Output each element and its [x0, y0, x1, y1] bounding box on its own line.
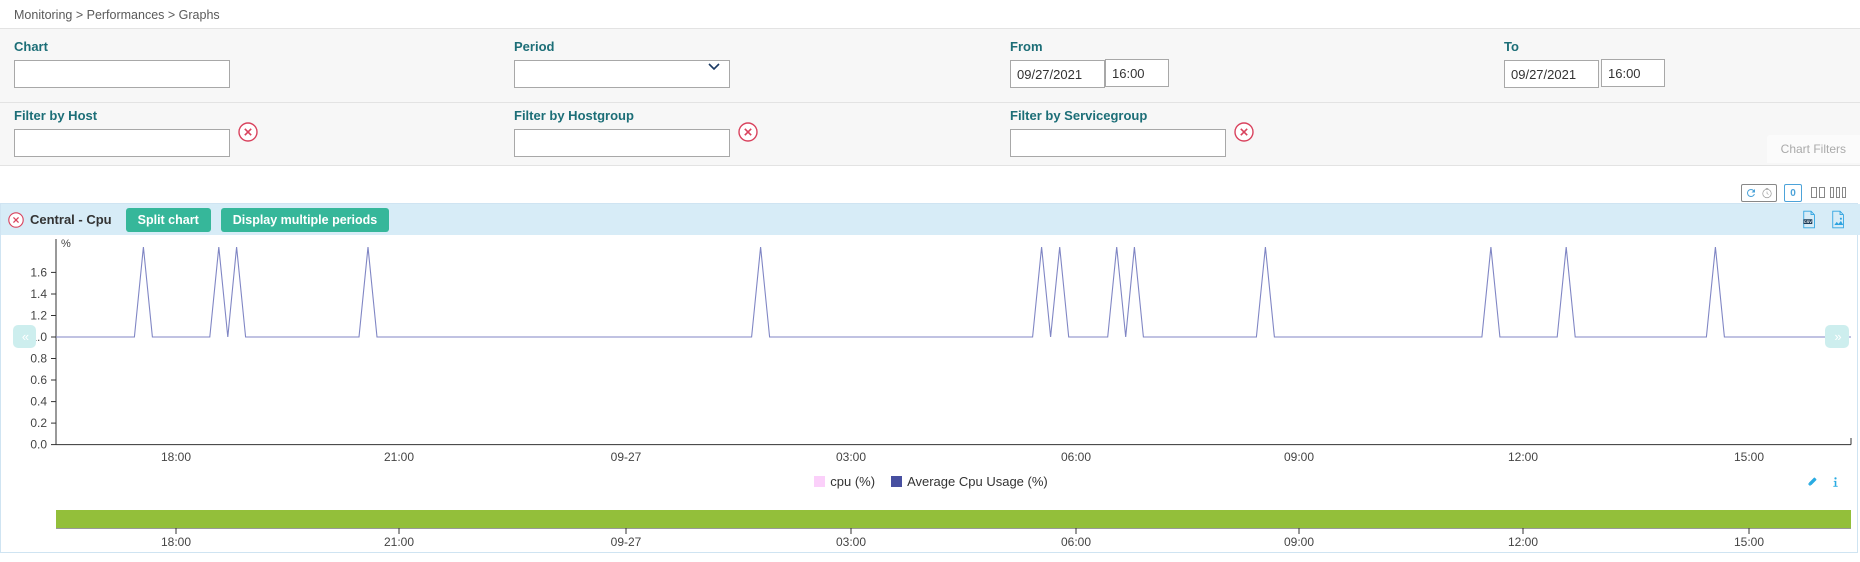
svg-text:0.6: 0.6 [30, 373, 47, 387]
svg-text:1.2: 1.2 [30, 309, 47, 323]
svg-text:0.8: 0.8 [30, 352, 47, 366]
svg-text:1.6: 1.6 [30, 265, 47, 279]
svg-text:CSV: CSV [1804, 219, 1812, 224]
svg-text:0.2: 0.2 [30, 416, 47, 430]
svg-text:1.4: 1.4 [30, 287, 47, 301]
svg-text:0.4: 0.4 [30, 395, 47, 409]
svg-text:%: % [61, 238, 71, 250]
